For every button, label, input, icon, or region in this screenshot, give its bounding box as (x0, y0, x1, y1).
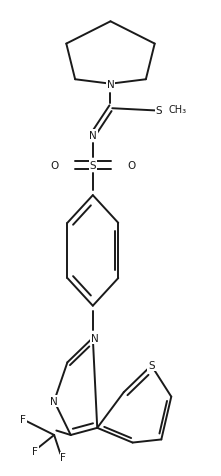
Text: S: S (148, 361, 155, 371)
Text: F: F (20, 414, 26, 424)
Text: O: O (50, 160, 59, 170)
Text: N: N (107, 79, 114, 89)
Text: N: N (91, 333, 99, 343)
Text: S: S (156, 106, 162, 116)
Text: N: N (50, 397, 58, 406)
Text: N: N (89, 131, 97, 141)
Text: F: F (32, 446, 38, 456)
Text: F: F (60, 452, 66, 462)
Text: S: S (90, 160, 96, 170)
Text: CH₃: CH₃ (168, 105, 187, 115)
Text: O: O (127, 160, 135, 170)
